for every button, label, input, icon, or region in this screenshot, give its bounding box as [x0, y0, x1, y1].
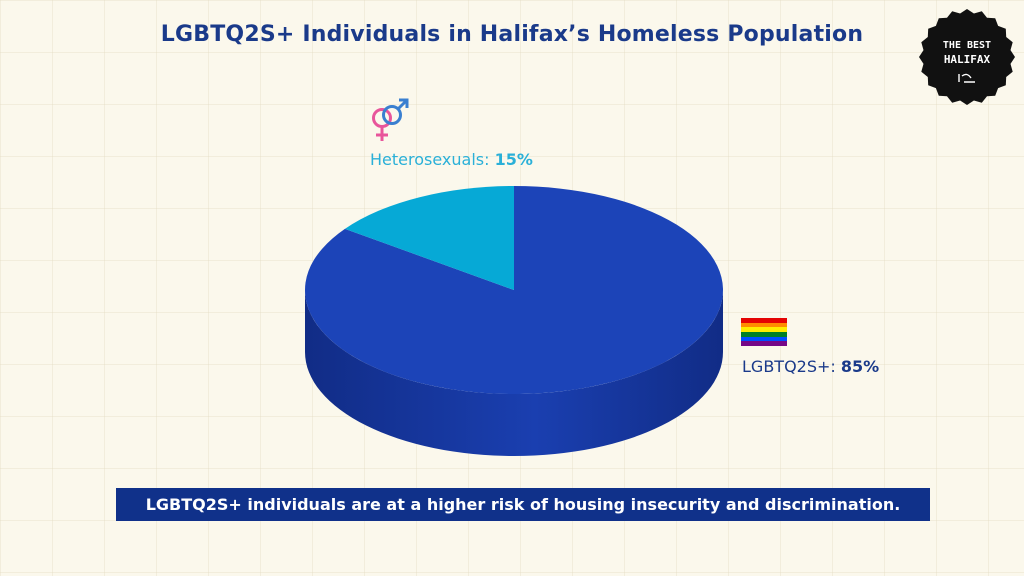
label-lgbtq2s: LGBTQ2S+: 85%	[742, 357, 879, 376]
chart-title: LGBTQ2S+ Individuals in Halifax’s Homele…	[160, 22, 864, 47]
female-symbol-cross	[376, 126, 388, 141]
male-symbol-ring	[382, 105, 402, 125]
pie-slice-lgbtq2s	[305, 186, 724, 394]
badge-seal	[919, 9, 1015, 105]
pie-slice-heterosexuals	[344, 186, 514, 290]
badge-line-1: THE BEST	[943, 40, 991, 51]
rainbow-flag-icon	[741, 318, 787, 346]
label-lgbtq2s-value: 85%	[840, 357, 880, 376]
badge-doodle	[958, 73, 975, 83]
label-heterosexuals-name: Heterosexuals:	[370, 150, 495, 169]
label-lgbtq2s-name: LGBTQ2S+:	[742, 357, 841, 376]
label-heterosexuals-value: 15%	[494, 150, 533, 169]
heterosexual-symbol-icon	[372, 98, 409, 141]
pie-slice-lgbtq2s-side	[305, 290, 723, 456]
the-best-halifax-logo: THE BEST HALIFAX	[919, 9, 1015, 105]
male-symbol-arrow	[396, 98, 409, 111]
badge-line-2: HALIFAX	[944, 53, 991, 66]
caption-banner: LGBTQ2S+ individuals are at a higher ris…	[116, 488, 930, 521]
label-heterosexuals: Heterosexuals: 15%	[370, 150, 533, 169]
